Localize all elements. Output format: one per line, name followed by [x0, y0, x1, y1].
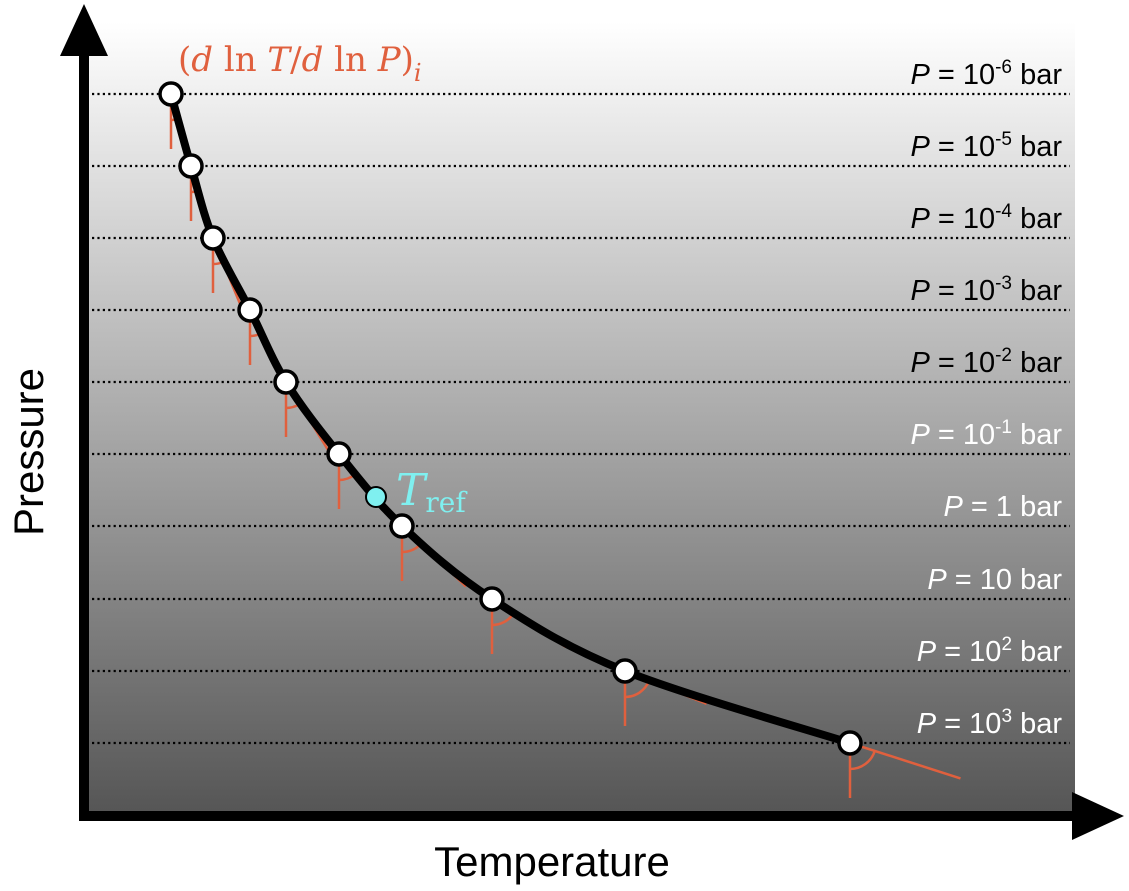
background-gradient-panel	[88, 22, 1075, 816]
pressure-unit: bar	[1012, 708, 1062, 740]
pressure-level-label: P = 10-2 bar	[910, 345, 1062, 379]
axes	[60, 4, 1124, 840]
pressure-unit: bar	[1012, 59, 1062, 91]
pressure-symbol: P	[910, 59, 930, 91]
pressure-exponent: -3	[995, 273, 1012, 294]
profile-node	[326, 441, 352, 467]
profile-nodes	[158, 81, 863, 756]
pressure-level-label: P = 10-1 bar	[910, 417, 1062, 451]
pressure-exponent: 2	[1001, 634, 1012, 655]
gradient-annotation: (d ln T/d ln P)i	[178, 40, 422, 87]
gradient-d1: d	[191, 40, 213, 80]
pressure-base: 10	[969, 636, 1001, 668]
profile-node	[200, 225, 226, 251]
pressure-symbol: P	[910, 419, 930, 451]
pressure-unit: bar	[1012, 491, 1062, 523]
pressure-base: 1	[996, 491, 1012, 523]
reference-temperature-point	[365, 486, 387, 508]
pressure-base: 10	[963, 203, 995, 235]
pressure-equals: =	[930, 59, 963, 91]
pressure-level-label: P = 10-4 bar	[910, 201, 1062, 235]
pressure-exponent: -1	[995, 417, 1012, 438]
pressure-base: 10	[963, 419, 995, 451]
pressure-symbol: P	[910, 203, 930, 235]
profile-node	[479, 586, 505, 612]
profile-node	[178, 153, 204, 179]
pressure-equals: =	[936, 636, 969, 668]
pressure-symbol: P	[910, 347, 930, 379]
pressure-level-label: P = 102 bar	[917, 634, 1063, 668]
pressure-base: 10	[963, 275, 995, 307]
gradient-open-paren: (	[178, 40, 191, 80]
gradient-P: P	[377, 40, 402, 80]
profile-node	[389, 513, 415, 539]
x-axis-arrowhead	[1072, 792, 1124, 840]
profile-node	[837, 730, 863, 756]
gradient-d2: d	[302, 40, 324, 80]
pressure-unit: bar	[1012, 347, 1062, 379]
pressure-equals: =	[930, 419, 963, 451]
pressure-exponent: -6	[995, 57, 1012, 78]
gradient-slash: /	[290, 40, 302, 80]
pressure-unit: bar	[1012, 419, 1062, 451]
pressure-symbol: P	[943, 491, 963, 523]
pressure-base: 10	[963, 59, 995, 91]
pressure-unit: bar	[1012, 131, 1062, 163]
pressure-level-label: P = 10-5 bar	[910, 129, 1062, 163]
pressure-symbol: P	[910, 275, 930, 307]
profile-node	[612, 658, 638, 684]
tref-T: T	[396, 465, 429, 516]
tref-subscript: ref	[425, 486, 468, 519]
pressure-symbol: P	[917, 708, 937, 740]
gradient-ln2: ln	[323, 40, 377, 80]
pressure-exponent: -4	[995, 201, 1012, 222]
pressure-level-label: P = 10-6 bar	[910, 57, 1062, 91]
tangent-angle-arc	[849, 750, 876, 771]
pressure-base: 10	[963, 131, 995, 163]
gradient-close-paren: )	[401, 40, 414, 80]
pressure-equals: =	[947, 564, 980, 596]
pressure-symbol: P	[917, 636, 937, 668]
pressure-exponent: -5	[995, 129, 1012, 150]
pressure-exponent: 3	[1001, 706, 1012, 727]
pressure-symbol: P	[910, 131, 930, 163]
pressure-base: 10	[980, 564, 1012, 596]
pressure-equals: =	[930, 203, 963, 235]
profile-node	[158, 81, 184, 107]
reference-temperature-label: Tref	[396, 465, 468, 519]
pressure-equals: =	[930, 131, 963, 163]
gradient-T: T	[267, 40, 292, 80]
y-axis-title: Pressure	[5, 368, 52, 536]
pressure-symbol: P	[927, 564, 947, 596]
pressure-base: 10	[963, 347, 995, 379]
pressure-level-label: P = 10-3 bar	[910, 273, 1062, 307]
pressure-unit: bar	[1012, 275, 1062, 307]
y-axis-arrowhead	[60, 4, 108, 56]
pressure-equals: =	[963, 491, 996, 523]
pressure-base: 10	[969, 708, 1001, 740]
gradient-ln1: ln	[213, 40, 267, 80]
pressure-equals: =	[930, 347, 963, 379]
pressure-level-label: P = 103 bar	[917, 706, 1063, 740]
pressure-equals: =	[936, 708, 969, 740]
x-axis-title: Temperature	[434, 838, 670, 885]
pressure-unit: bar	[1012, 203, 1062, 235]
pressure-unit: bar	[1012, 564, 1062, 596]
pressure-level-label: P = 10 bar	[927, 564, 1062, 596]
pressure-equals: =	[930, 275, 963, 307]
profile-node	[273, 369, 299, 395]
pressure-level-label: P = 1 bar	[943, 491, 1062, 523]
pressure-exponent: -2	[995, 345, 1012, 366]
gradient-subscript: i	[414, 59, 422, 87]
tangent-line	[849, 741, 961, 780]
pressure-unit: bar	[1012, 636, 1062, 668]
profile-node	[237, 297, 263, 323]
